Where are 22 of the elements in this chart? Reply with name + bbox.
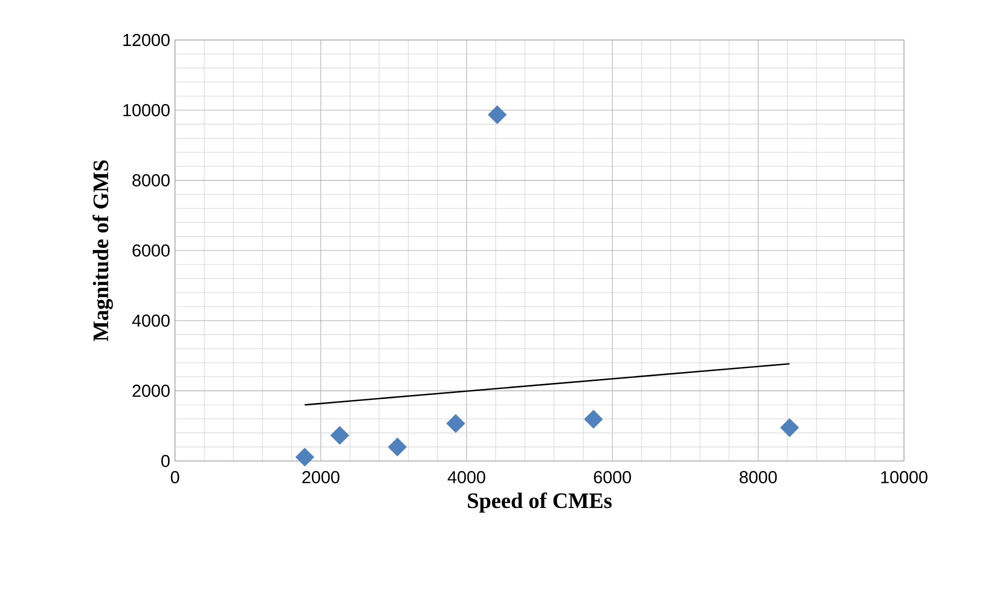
y-tick-label: 2000 (132, 384, 170, 397)
point (388, 438, 407, 456)
y-tick-label: 12000 (123, 34, 170, 46)
x-tick-label: 0 (170, 471, 180, 484)
y-axis-title: Magnitude of GMS (92, 160, 113, 342)
y-tick-label: 6000 (132, 244, 170, 257)
point (330, 426, 350, 445)
point (488, 105, 507, 124)
y-tick-label: 4000 (132, 314, 170, 327)
x-tick-label: 10000 (881, 471, 928, 484)
x-tick-label: 4000 (448, 471, 486, 484)
x-axis-title: Speed of CMEs (468, 492, 612, 513)
y-tick-label: 10000 (123, 104, 170, 116)
x-tick-label: 8000 (740, 471, 777, 484)
y-tick-label: 8000 (132, 174, 170, 186)
x-tick-label: 6000 (594, 471, 632, 484)
point (584, 410, 603, 429)
x-tick-label: 2000 (302, 471, 340, 484)
point (780, 418, 799, 437)
y-tick-label: 0 (161, 454, 170, 468)
point (446, 414, 465, 433)
point (295, 448, 314, 466)
